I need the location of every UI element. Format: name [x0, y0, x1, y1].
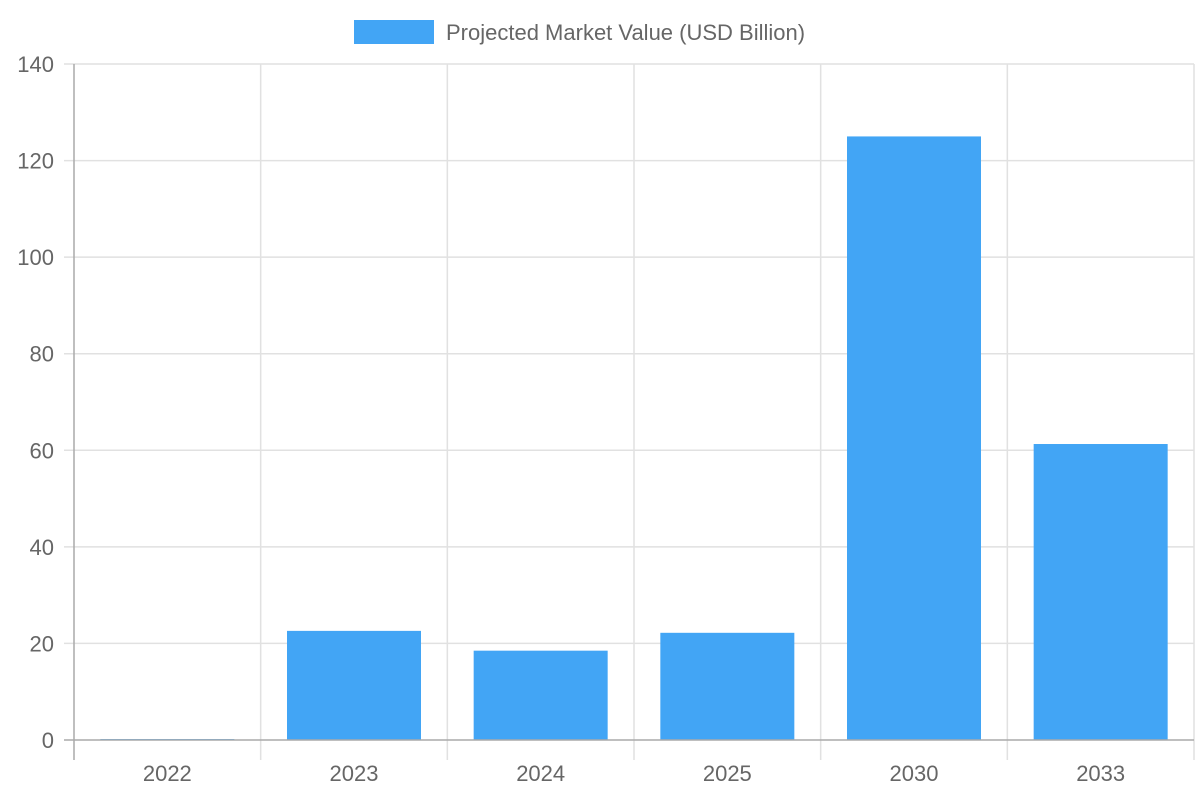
- y-tick-label: 80: [30, 342, 54, 367]
- legend-swatch: [354, 20, 434, 44]
- x-tick-label: 2024: [516, 761, 565, 786]
- y-tick-label: 60: [30, 438, 54, 463]
- bar-2024: [473, 650, 608, 740]
- y-tick-label: 140: [17, 52, 54, 77]
- legend[interactable]: Projected Market Value (USD Billion): [354, 20, 805, 45]
- grid: [64, 63, 1195, 760]
- legend-label: Projected Market Value (USD Billion): [446, 20, 805, 45]
- y-tick-label: 20: [30, 631, 54, 656]
- bar-2030: [847, 136, 981, 740]
- x-tick-label: 2025: [703, 761, 752, 786]
- y-tick-label: 120: [17, 149, 54, 174]
- axes: 0 20 40 60 80 100 120 140 2022 2023 2024 2025 2030 20…: [17, 52, 1194, 786]
- bar-2023: [287, 630, 421, 740]
- x-tick-label: 2023: [330, 761, 379, 786]
- bars: [100, 136, 1168, 740]
- y-tick-label: 40: [30, 535, 54, 560]
- bar-2025: [660, 632, 795, 740]
- x-tick-label: 2033: [1076, 761, 1125, 786]
- x-tick-label: 2022: [143, 761, 192, 786]
- x-tick-label: 2030: [890, 761, 939, 786]
- y-tick-label: 0: [42, 728, 54, 753]
- y-tick-label: 100: [17, 245, 54, 270]
- bar-2033: [1033, 444, 1168, 740]
